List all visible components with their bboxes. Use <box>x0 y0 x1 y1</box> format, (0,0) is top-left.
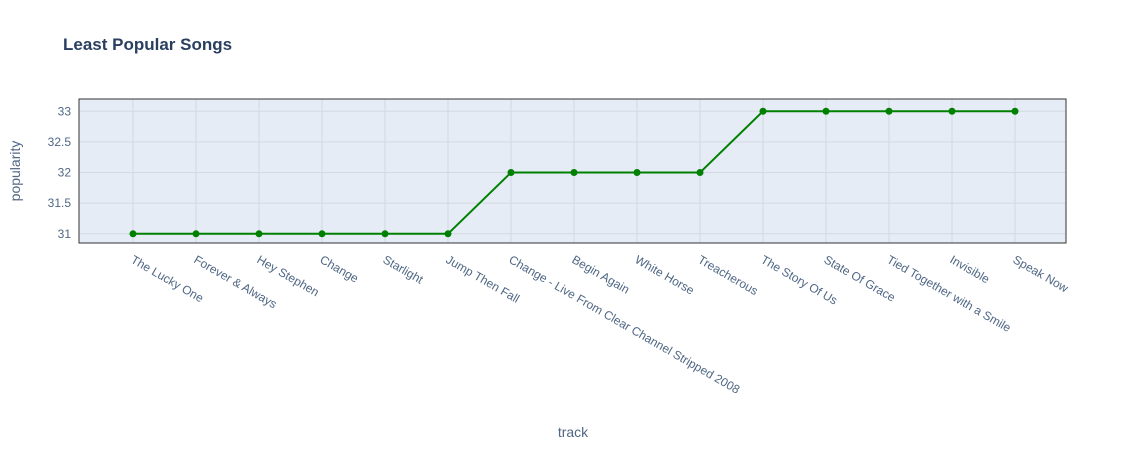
y-axis-title: popularity <box>7 141 23 202</box>
data-point <box>885 107 893 115</box>
data-point <box>255 230 263 238</box>
data-point <box>633 169 641 177</box>
y-tick-label: 32.5 <box>48 135 72 149</box>
x-tick-label: Change <box>318 252 362 285</box>
plot-frame <box>78 98 1067 244</box>
x-tick-label: Change - Live From Clear Channel Strippe… <box>507 252 743 396</box>
data-point <box>129 230 137 238</box>
series-layer <box>129 107 1019 238</box>
x-tick-label: Invisible <box>948 252 993 286</box>
y-tick-labels: 31 31.5 32 32.5 33 <box>48 104 72 241</box>
data-point <box>192 230 200 238</box>
x-tick-label: Treacherous <box>696 252 761 298</box>
y-tick-label: 31.5 <box>48 196 72 210</box>
x-axis-title: track <box>558 424 589 440</box>
data-point <box>381 230 389 238</box>
data-point <box>696 169 704 177</box>
chart-title: Least Popular Songs <box>63 35 232 54</box>
data-point <box>507 169 515 177</box>
x-tick-label: Speak Now <box>1011 252 1071 295</box>
data-point <box>318 230 326 238</box>
data-point <box>570 169 578 177</box>
data-point <box>444 230 452 238</box>
x-tick-label: White Horse <box>633 252 697 297</box>
data-point <box>1011 107 1019 115</box>
x-tick-label: Starlight <box>381 252 427 286</box>
data-point <box>759 107 767 115</box>
data-point <box>822 107 830 115</box>
data-point <box>948 107 956 115</box>
y-tick-label: 33 <box>58 104 72 118</box>
y-tick-label: 32 <box>58 166 72 180</box>
y-tick-label: 31 <box>58 227 72 241</box>
